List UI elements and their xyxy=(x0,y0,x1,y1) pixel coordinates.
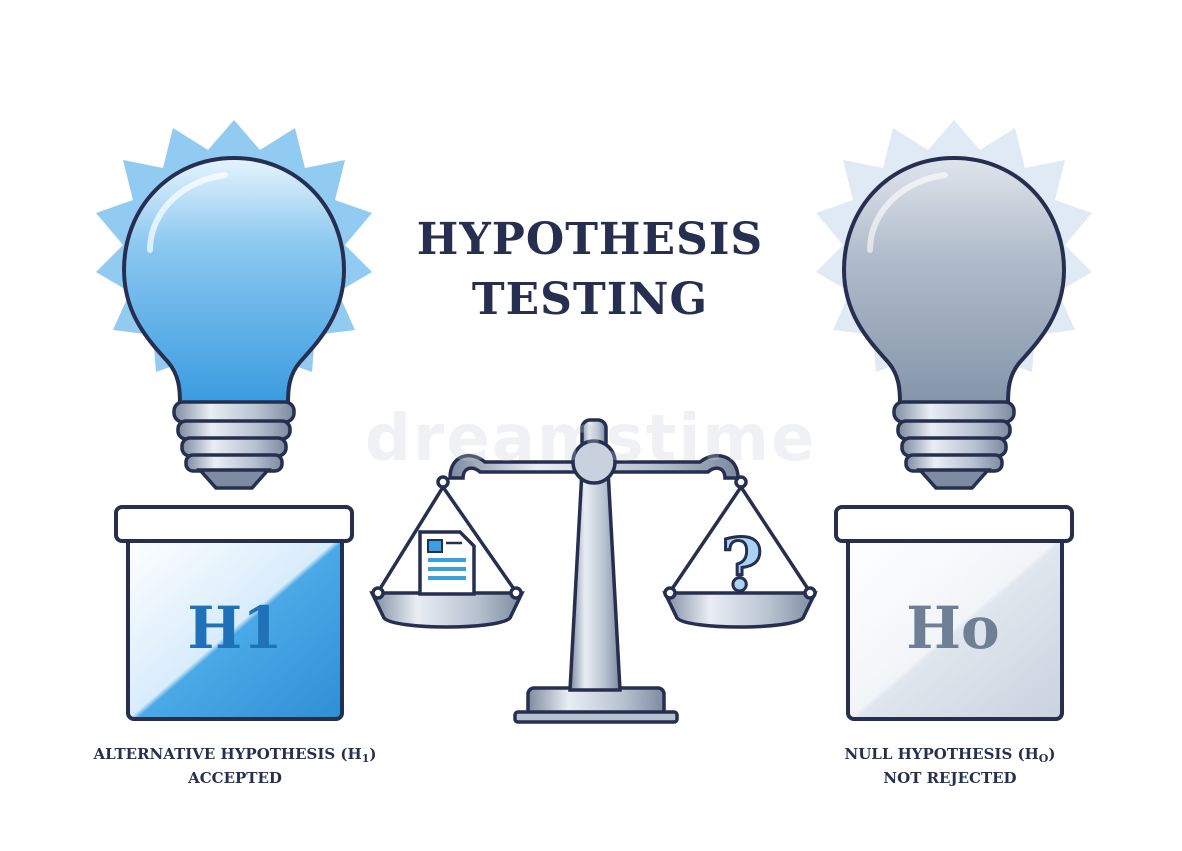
left-box-label: H1 xyxy=(187,594,282,662)
scale-pillar xyxy=(568,468,622,692)
left-caption: ALTERNATIVE HYPOTHESIS (H1) ACCEPTED xyxy=(60,743,410,789)
left-lightbulb xyxy=(96,120,372,490)
left-caption-line-1: ALTERNATIVE HYPOTHESIS (H1) xyxy=(93,745,377,765)
page-title-line-2: TESTING xyxy=(471,274,709,325)
scale-right-pan: ? xyxy=(662,475,818,629)
right-lightbulb xyxy=(816,120,1092,490)
left-caption-line-2: ACCEPTED xyxy=(188,769,282,787)
left-hypothesis-box: H1 xyxy=(114,505,354,721)
right-caption-line-2: NOT REJECTED xyxy=(883,769,1017,787)
right-caption-line-1: NULL HYPOTHESIS (HO) xyxy=(844,745,1056,765)
right-caption: NULL HYPOTHESIS (HO) NOT REJECTED xyxy=(800,743,1100,789)
balance-scale: ? xyxy=(369,418,818,724)
question-mark-icon: ? xyxy=(721,522,763,607)
scale-left-pan xyxy=(369,475,525,629)
document-icon xyxy=(418,530,476,596)
scale-pivot xyxy=(571,439,617,485)
left-bulb-base xyxy=(172,400,296,490)
right-bulb-base xyxy=(892,400,1016,490)
right-box-label: Ho xyxy=(906,594,1000,662)
right-hypothesis-box: Ho xyxy=(834,505,1074,721)
page-title-line-1: HYPOTHESIS xyxy=(416,214,764,265)
